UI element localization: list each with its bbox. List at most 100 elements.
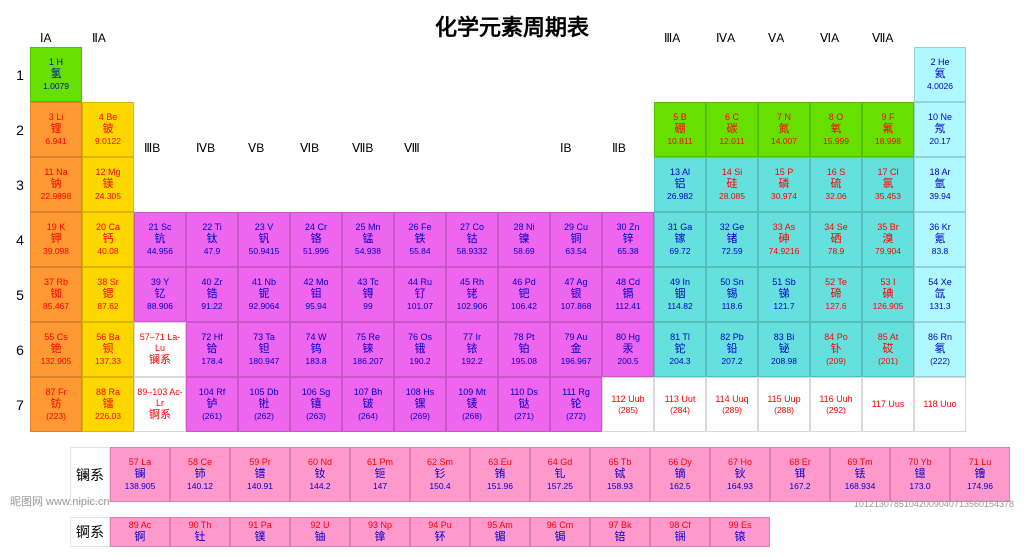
element-cell: 68 Er铒167.2 — [770, 447, 830, 502]
element-cell: 87 Fr钫(223) — [30, 377, 82, 432]
element-cell: 26 Fe铁55.84 — [394, 212, 446, 267]
element-cell: 80 Hg汞200.5 — [602, 322, 654, 377]
element-cell: 27 Co钴58.9332 — [446, 212, 498, 267]
watermark-right: 10121307851042009040713560154378 — [854, 499, 1014, 509]
element-cell: 92 U铀 — [290, 517, 350, 547]
element-cell: 106 Sg𬭳(263) — [290, 377, 342, 432]
element-cell: 39 Y钇88.906 — [134, 267, 186, 322]
element-cell: 59 Pr镨140.91 — [230, 447, 290, 502]
element-cell: 1 H氢1.0079 — [30, 47, 82, 102]
element-cell: 93 Np镎 — [350, 517, 410, 547]
element-cell: 77 Ir铱192.2 — [446, 322, 498, 377]
element-cell: 112 Uub(285) — [602, 377, 654, 432]
element-cell: 66 Dy镝162.5 — [650, 447, 710, 502]
element-cell: 24 Cr铬51.996 — [290, 212, 342, 267]
element-cell: 114 Uuq(289) — [706, 377, 758, 432]
element-cell: 74 W钨183.8 — [290, 322, 342, 377]
element-cell: 47 Ag银107.868 — [550, 267, 602, 322]
element-cell: 86 Rn氡(222) — [914, 322, 966, 377]
element-cell: 113 Uut(284) — [654, 377, 706, 432]
element-cell: 12 Mg镁24.305 — [82, 157, 134, 212]
period-number: 2 — [10, 102, 30, 157]
element-cell: 104 Rf𬬻(261) — [186, 377, 238, 432]
element-cell: 15 P磷30.974 — [758, 157, 810, 212]
element-cell: 8 O氧15.999 — [810, 102, 862, 157]
element-cell: 3 Li锂6.941 — [30, 102, 82, 157]
element-cell: 85 At砹(201) — [862, 322, 914, 377]
element-cell: 28 Ni镍58.69 — [498, 212, 550, 267]
element-cell: 105 Db𬭊(262) — [238, 377, 290, 432]
element-cell: 32 Ge锗72.59 — [706, 212, 758, 267]
element-cell: 109 Mt鿏(268) — [446, 377, 498, 432]
element-cell: 61 Pm钷147 — [350, 447, 410, 502]
element-cell: 31 Ga镓69.72 — [654, 212, 706, 267]
element-cell: 40 Zr锆91.22 — [186, 267, 238, 322]
group-label: ⅢB — [144, 141, 160, 155]
period-number: 7 — [10, 377, 30, 432]
element-cell: 89–103 Ac-Lr锕系 — [134, 377, 186, 432]
group-label: ⅥA — [820, 31, 839, 45]
element-cell: 51 Sb锑121.7 — [758, 267, 810, 322]
element-cell: 88 Ra镭226.03 — [82, 377, 134, 432]
element-cell: 9 F氟18.998 — [862, 102, 914, 157]
element-cell: 45 Rh铑102.906 — [446, 267, 498, 322]
element-cell: 55 Cs铯132.905 — [30, 322, 82, 377]
element-cell: 16 S硫32.06 — [810, 157, 862, 212]
element-cell: 36 Kr氪83.8 — [914, 212, 966, 267]
element-cell: 38 Sr锶87.62 — [82, 267, 134, 322]
period-number: 1 — [10, 47, 30, 102]
element-cell: 50 Sn锡118.6 — [706, 267, 758, 322]
element-cell: 44 Ru钌101.07 — [394, 267, 446, 322]
element-cell: 98 Cf锎 — [650, 517, 710, 547]
group-label: ⅡB — [612, 141, 626, 155]
element-cell: 11 Na钠22.9898 — [30, 157, 82, 212]
element-cell: 78 Pt铂195.08 — [498, 322, 550, 377]
actinide-label: 锕系 — [70, 517, 110, 547]
element-cell: 4 Be铍9.0122 — [82, 102, 134, 157]
group-label: ⅦA — [872, 31, 893, 45]
element-cell: 110 Ds𫟼(271) — [498, 377, 550, 432]
element-cell: 35 Br溴79.904 — [862, 212, 914, 267]
element-cell: 30 Zn锌65.38 — [602, 212, 654, 267]
element-cell: 63 Eu铕151.96 — [470, 447, 530, 502]
element-cell: 25 Mn锰54.938 — [342, 212, 394, 267]
period-number: 4 — [10, 212, 30, 267]
element-cell: 70 Yb镱173.0 — [890, 447, 950, 502]
element-cell: 10 Ne氖20.17 — [914, 102, 966, 157]
period-number: 6 — [10, 322, 30, 377]
element-cell: 84 Po钋(209) — [810, 322, 862, 377]
element-cell: 6 C碳12.011 — [706, 102, 758, 157]
element-cell: 21 Sc钪44.956 — [134, 212, 186, 267]
element-cell: 20 Ca钙40.08 — [82, 212, 134, 267]
element-cell: 41 Nb铌92.9064 — [238, 267, 290, 322]
element-cell: 49 In铟114.82 — [654, 267, 706, 322]
group-label: ⅡA — [92, 31, 106, 45]
element-cell: 89 Ac锕 — [110, 517, 170, 547]
element-cell: 13 Al铝26.982 — [654, 157, 706, 212]
period-number: 3 — [10, 157, 30, 212]
group-label: ⅤA — [768, 31, 784, 45]
element-cell: 72 Hf铪178.4 — [186, 322, 238, 377]
element-cell: 108 Hs𬭶(269) — [394, 377, 446, 432]
element-cell: 82 Pb铅207.2 — [706, 322, 758, 377]
element-cell: 97 Bk锫 — [590, 517, 650, 547]
element-cell: 95 Am镅 — [470, 517, 530, 547]
element-cell: 7 N氮14.007 — [758, 102, 810, 157]
element-cell: 71 Lu镥174.96 — [950, 447, 1010, 502]
element-cell: 69 Tm铥168.934 — [830, 447, 890, 502]
element-cell: 90 Th钍 — [170, 517, 230, 547]
element-cell: 76 Os锇190.2 — [394, 322, 446, 377]
element-cell: 116 Uuh(292) — [810, 377, 862, 432]
period-number: 5 — [10, 267, 30, 322]
group-label: ⅤB — [248, 141, 264, 155]
element-cell: 65 Tb铽158.93 — [590, 447, 650, 502]
element-cell: 62 Sm钐150.4 — [410, 447, 470, 502]
element-cell: 14 Si硅28.085 — [706, 157, 758, 212]
element-cell: 99 Es锿 — [710, 517, 770, 547]
element-cell: 81 Tl铊204.3 — [654, 322, 706, 377]
element-cell: 73 Ta钽180.947 — [238, 322, 290, 377]
element-cell: 75 Re铼186.207 — [342, 322, 394, 377]
element-cell: 29 Cu铜63.54 — [550, 212, 602, 267]
element-cell: 83 Bi铋208.98 — [758, 322, 810, 377]
element-cell: 96 Cm锔 — [530, 517, 590, 547]
